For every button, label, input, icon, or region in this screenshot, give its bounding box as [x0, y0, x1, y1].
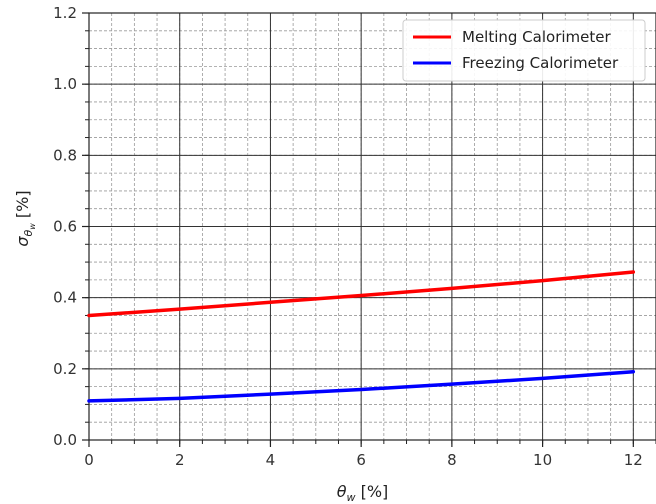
x-axis-label-symbol: θ	[337, 482, 347, 501]
y-axis-label-symbol: σ	[13, 236, 32, 247]
y-axis-label-unit: [%]	[13, 190, 32, 223]
y-axis-label-subscript: θ	[22, 229, 35, 236]
x-axis-label-subscript: w	[347, 491, 356, 504]
y-tick-label: 0.2	[53, 360, 77, 378]
x-tick-label: 8	[447, 451, 457, 469]
series-lines	[87, 270, 636, 403]
y-tick-label: 0.6	[53, 218, 77, 236]
x-axis-label: θw [%]	[337, 482, 389, 504]
x-tick-label: 10	[533, 451, 552, 469]
y-axis-label-subsubscript: w	[28, 223, 37, 230]
x-tick-label: 4	[266, 451, 276, 469]
legend-box	[402, 19, 646, 82]
y-tick-label: 0.4	[53, 289, 77, 307]
legend: Melting Calorimeter Freezing Calorimeter	[402, 19, 646, 82]
series-line-freezing	[87, 369, 636, 403]
y-axis-label: σθw [%]	[13, 190, 37, 246]
y-tick-label: 0.8	[53, 146, 77, 164]
x-tick-label: 0	[84, 451, 94, 469]
tick-labels: 0 2 4 6 8 10 12 0.0 0.2 0.4 0.6 0.8 1.0 1.2	[53, 4, 643, 469]
legend-label-melting: Melting Calorimeter	[462, 28, 611, 46]
axis-ticks	[82, 12, 656, 447]
y-tick-label: 1.0	[53, 75, 77, 93]
x-tick-label: 6	[356, 451, 366, 469]
legend-label-freezing: Freezing Calorimeter	[462, 54, 619, 72]
x-axis-label-unit: [%]	[356, 482, 389, 501]
series-line-melting	[87, 270, 636, 318]
y-tick-label: 1.2	[53, 4, 77, 22]
x-tick-label: 2	[175, 451, 185, 469]
x-tick-label: 12	[624, 451, 643, 469]
y-tick-label: 0.0	[53, 431, 77, 449]
